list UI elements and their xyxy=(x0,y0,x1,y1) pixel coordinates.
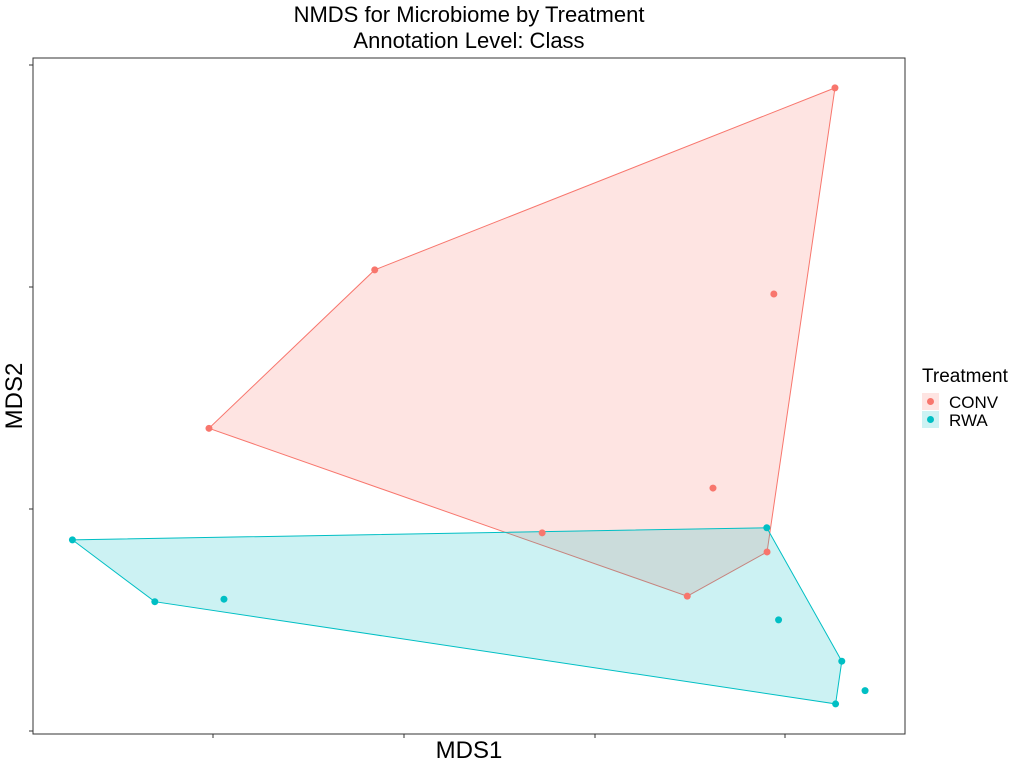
x-axis-ticks xyxy=(212,734,786,738)
legend-title: Treatment xyxy=(922,366,1009,387)
point-conv-3 xyxy=(205,424,213,432)
point-layer xyxy=(68,84,869,708)
point-conv-2 xyxy=(371,266,379,274)
legend-key-rwa xyxy=(927,416,934,423)
point-conv-4 xyxy=(538,529,546,537)
point-rwa-6 xyxy=(832,700,840,708)
plot-area xyxy=(29,57,906,738)
point-rwa-1 xyxy=(68,536,76,544)
point-rwa-7 xyxy=(775,616,783,624)
x-axis-label: MDS1 xyxy=(436,737,503,764)
y-axis-ticks xyxy=(29,64,33,732)
hull-layer xyxy=(70,87,843,705)
point-conv-5 xyxy=(683,592,691,600)
hull-rwa xyxy=(70,527,843,705)
point-conv-8 xyxy=(770,290,778,298)
y-axis-label: MDS2 xyxy=(1,363,28,430)
point-rwa-4 xyxy=(763,524,771,532)
legend-label-conv: CONV xyxy=(949,393,999,412)
point-rwa-2 xyxy=(151,598,159,606)
point-conv-1 xyxy=(831,84,839,92)
point-rwa-5 xyxy=(838,657,846,665)
plot-panel xyxy=(32,57,906,735)
point-rwa-8 xyxy=(861,687,869,695)
chart-title: NMDS for Microbiome by Treatment xyxy=(294,2,645,27)
point-rwa-3 xyxy=(220,595,228,603)
point-conv-6 xyxy=(763,548,771,556)
legend-label-rwa: RWA xyxy=(949,411,988,430)
hull-conv xyxy=(208,87,836,597)
chart-subtitle: Annotation Level: Class xyxy=(353,28,584,53)
point-conv-7 xyxy=(709,484,717,492)
legend-key-conv xyxy=(927,398,934,405)
